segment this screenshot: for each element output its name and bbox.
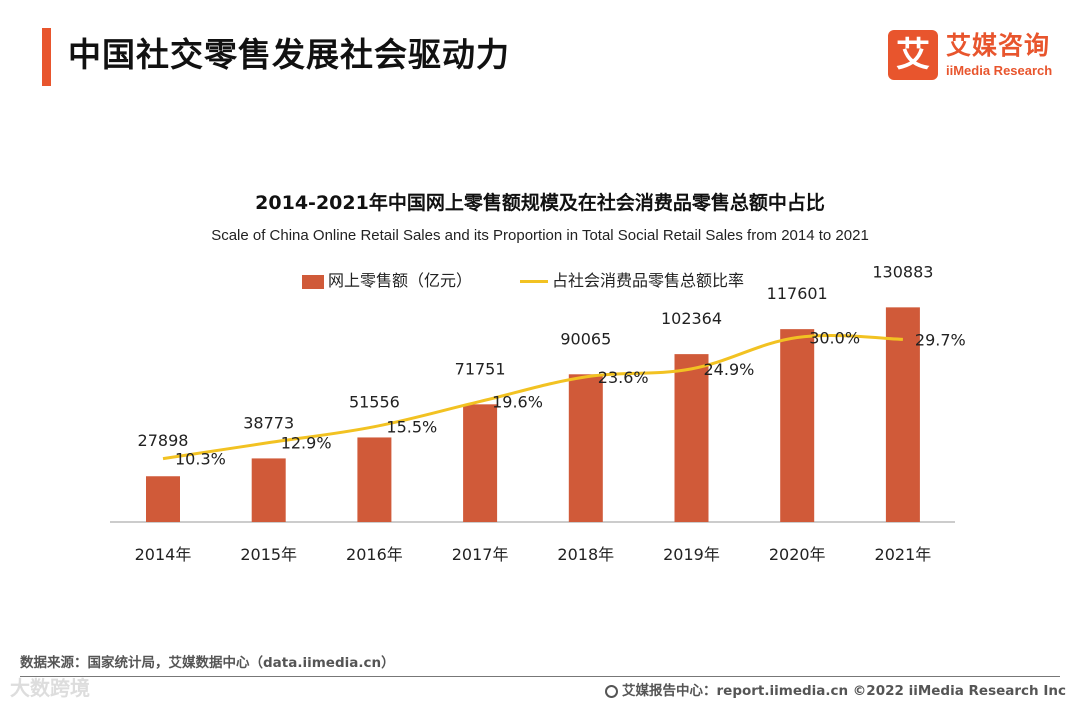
watermark: 大数跨境 — [10, 676, 90, 700]
line-value-label-2: 15.5% — [386, 418, 437, 437]
title-accent-bar — [42, 28, 51, 86]
legend-label-bar: 网上零售额（亿元） — [328, 271, 473, 290]
bar-value-label-3: 71751 — [455, 359, 506, 378]
line-value-label-3: 19.6% — [492, 392, 543, 411]
x-tick-label-2: 2016年 — [346, 545, 403, 564]
bar-3 — [463, 404, 498, 522]
bar-7 — [885, 307, 920, 522]
x-tick-label-1: 2015年 — [240, 545, 297, 564]
data-source: 数据来源：国家统计局，艾媒数据中心（data.iimedia.cn） — [20, 655, 395, 671]
legend-item-line: 占社会消费品零售总额比率 — [520, 270, 744, 292]
bar-1 — [251, 458, 286, 522]
legend-swatch-line — [520, 280, 548, 283]
bar-5 — [674, 354, 709, 522]
bar-value-label-4: 90065 — [560, 329, 611, 348]
bar-value-label-1: 38773 — [243, 413, 294, 432]
x-tick-label-7: 2021年 — [875, 545, 932, 564]
ratio-line — [162, 333, 903, 461]
chart-title: 2014-2021年中国网上零售额规模及在社会消费品零售总额中占比 — [255, 192, 825, 214]
bar-2 — [357, 437, 392, 522]
line-value-label-1: 12.9% — [281, 434, 332, 453]
bar-value-label-7: 130883 — [872, 262, 933, 281]
logo-text-en: iiMedia Research — [946, 63, 1053, 78]
bar-value-label-5: 102364 — [661, 309, 722, 328]
line-value-label-7: 29.7% — [915, 330, 966, 349]
bar-value-label-2: 51556 — [349, 392, 400, 411]
x-tick-label-0: 2014年 — [135, 545, 192, 564]
footer-report: 艾媒报告中心：report.iimedia.cn ©2022 iiMedia R… — [605, 679, 1066, 699]
page-title: 中国社交零售发展社会驱动力 — [68, 35, 510, 74]
line-value-label-5: 24.9% — [704, 360, 755, 379]
bar-6 — [780, 329, 815, 522]
bar-value-label-6: 117601 — [767, 284, 828, 303]
logo-mark: 艾 — [888, 30, 938, 80]
globe-icon — [605, 685, 618, 698]
bar-0 — [146, 476, 180, 522]
x-tick-label-3: 2017年 — [452, 545, 509, 564]
line-value-label-6: 30.0% — [809, 329, 860, 348]
line-value-label-0: 10.3% — [175, 450, 226, 469]
bar-4 — [568, 374, 603, 522]
legend-label-line: 占社会消费品零售总额比率 — [552, 271, 745, 290]
legend-swatch-bar — [302, 274, 324, 289]
x-tick-label-6: 2020年 — [769, 545, 826, 564]
x-tick-label-4: 2018年 — [557, 545, 614, 564]
iimedia-logo: 艾 艾媒咨询 iiMedia Research — [888, 30, 1068, 82]
bar-value-label-0: 27898 — [138, 431, 189, 450]
footer-divider — [20, 676, 1060, 677]
footer-report-text: 艾媒报告中心：report.iimedia.cn ©2022 iiMedia R… — [622, 683, 1066, 699]
legend-item-bar: 网上零售额（亿元） — [302, 270, 472, 292]
logo-text-cn: 艾媒咨询 — [946, 31, 1051, 60]
x-tick-label-5: 2019年 — [663, 545, 720, 564]
chart-subtitle: Scale of China Online Retail Sales and i… — [211, 227, 869, 244]
line-value-label-4: 23.6% — [598, 368, 649, 387]
